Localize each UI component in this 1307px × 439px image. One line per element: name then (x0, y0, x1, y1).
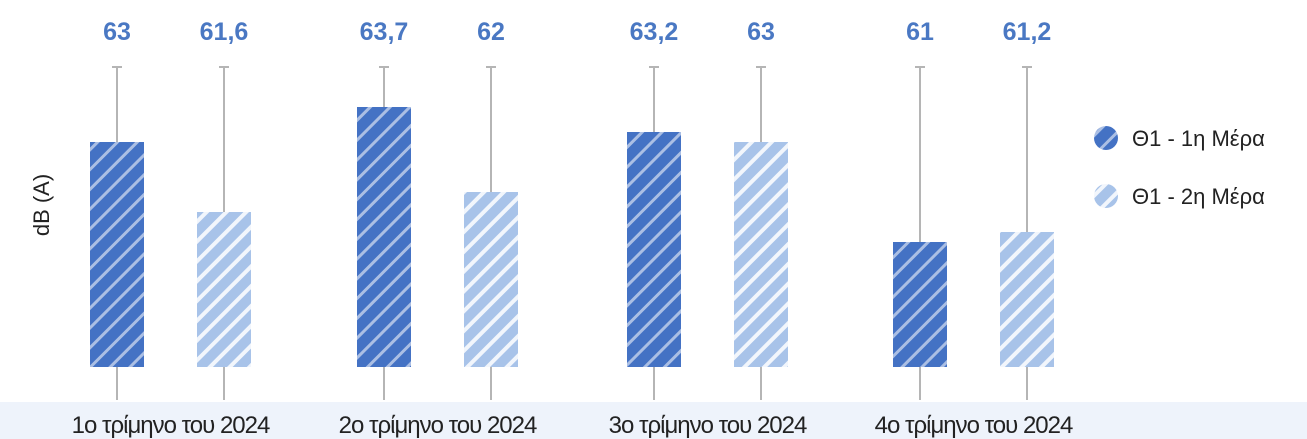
data-label: 63 (747, 18, 775, 46)
bar-series-2 (197, 212, 251, 367)
x-tick-label: 3ο τρίμηνο του 2024 (609, 412, 807, 439)
bar-series-2 (734, 142, 788, 367)
data-label: 62 (477, 18, 505, 46)
y-axis-label: dB (A) (29, 174, 54, 236)
x-tick-label: 4ο τρίμηνο του 2024 (875, 412, 1073, 439)
data-label: 63 (103, 18, 131, 46)
legend-swatch-series-1 (1094, 126, 1118, 150)
data-label: 61 (906, 18, 934, 46)
bar-series-1 (893, 242, 947, 367)
data-label: 63,2 (630, 18, 679, 46)
category-labels: 1ο τρίμηνο του 2024 2ο τρίμηνο του 2024 3ο… (72, 412, 1074, 439)
category-band (0, 402, 1307, 439)
legend-label-series-2: Θ1 - 2η Μέρα (1132, 184, 1265, 209)
value-labels: 63 61,6 63,7 62 63,2 63 61 61,2 (103, 18, 1051, 46)
x-tick-label: 2ο τρίμηνο του 2024 (339, 412, 537, 439)
data-label: 63,7 (360, 18, 409, 46)
bar-series-2 (464, 192, 518, 367)
bar-series-1 (357, 107, 411, 367)
bar-series-2 (1000, 232, 1054, 367)
legend-swatch-series-2 (1094, 184, 1118, 208)
bar-series-1 (627, 132, 681, 367)
bar-series-1 (90, 142, 144, 367)
legend-label-series-1: Θ1 - 1η Μέρα (1132, 126, 1265, 151)
bars (90, 107, 1054, 367)
x-tick-label: 1ο τρίμηνο του 2024 (72, 412, 270, 439)
data-label: 61,6 (200, 18, 249, 46)
data-label: 61,2 (1003, 18, 1052, 46)
legend: Θ1 - 1η Μέρα Θ1 - 2η Μέρα (1094, 126, 1265, 209)
